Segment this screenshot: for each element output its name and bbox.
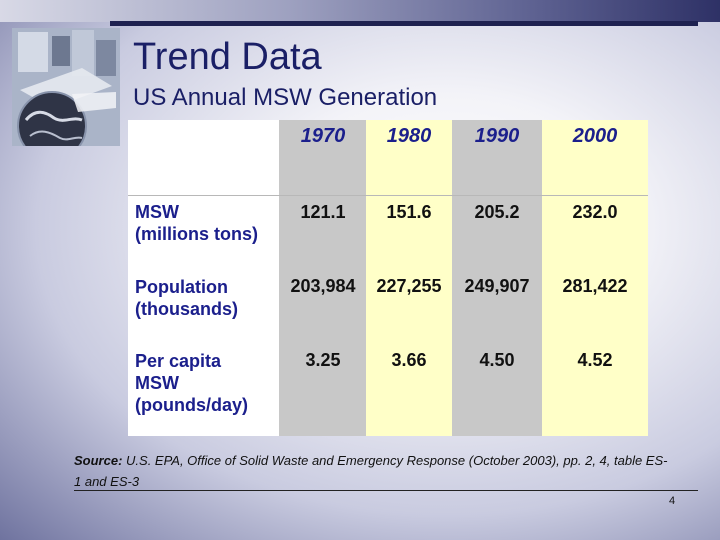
row-label-line: Per capita xyxy=(135,351,222,371)
globe-collage-image xyxy=(12,28,120,146)
row-label-line: (thousands) xyxy=(135,299,238,319)
row-label-per-capita: Per capita MSW (pounds/day) xyxy=(135,350,248,416)
table-cell: 3.25 xyxy=(305,350,341,370)
row-label-line: Population xyxy=(135,277,228,297)
footer-rule xyxy=(74,490,698,491)
table-cell: 249,907 xyxy=(464,276,530,296)
slide-subtitle: US Annual MSW Generation xyxy=(133,84,438,111)
top-rule xyxy=(110,21,698,26)
source-text: U.S. EPA, Office of Solid Waste and Emer… xyxy=(74,453,668,489)
source-note: Source: U.S. EPA, Office of Solid Waste … xyxy=(74,450,674,492)
top-banner xyxy=(0,0,720,22)
table-cell: 121.1 xyxy=(300,202,346,222)
table-cell: 4.52 xyxy=(577,350,613,370)
row-label-line: (millions tons) xyxy=(135,224,258,244)
row-label-line: (pounds/day) xyxy=(135,395,248,415)
row-label-msw: MSW (millions tons) xyxy=(135,201,258,245)
year-header-1980: 1980 xyxy=(386,125,432,147)
column-1970-bg xyxy=(279,120,366,436)
row-label-line: MSW xyxy=(135,373,179,393)
year-header-1990: 1990 xyxy=(474,125,520,147)
row-label-line: MSW xyxy=(135,202,179,222)
table-cell: 203,984 xyxy=(290,276,356,296)
table-cell: 232.0 xyxy=(572,202,618,222)
slide-title: Trend Data xyxy=(133,36,322,78)
page-number: 4 xyxy=(669,495,676,507)
row-label-population: Population (thousands) xyxy=(135,276,238,320)
table-cell: 3.66 xyxy=(391,350,427,370)
column-1980-bg xyxy=(366,120,452,436)
trend-data-table: 1970 1980 1990 2000 MSW (millions tons) … xyxy=(128,120,648,436)
table-cell: 151.6 xyxy=(386,202,432,222)
column-2000-bg xyxy=(542,120,648,436)
source-label: Source: xyxy=(74,453,123,468)
year-header-1970: 1970 xyxy=(300,125,346,147)
table-cell: 4.50 xyxy=(479,350,515,370)
header-divider xyxy=(128,195,648,196)
year-header-2000: 2000 xyxy=(572,125,618,147)
table-cell: 281,422 xyxy=(562,276,628,296)
table-cell: 205.2 xyxy=(474,202,520,222)
table-cell: 227,255 xyxy=(376,276,442,296)
column-1990-bg xyxy=(452,120,542,436)
